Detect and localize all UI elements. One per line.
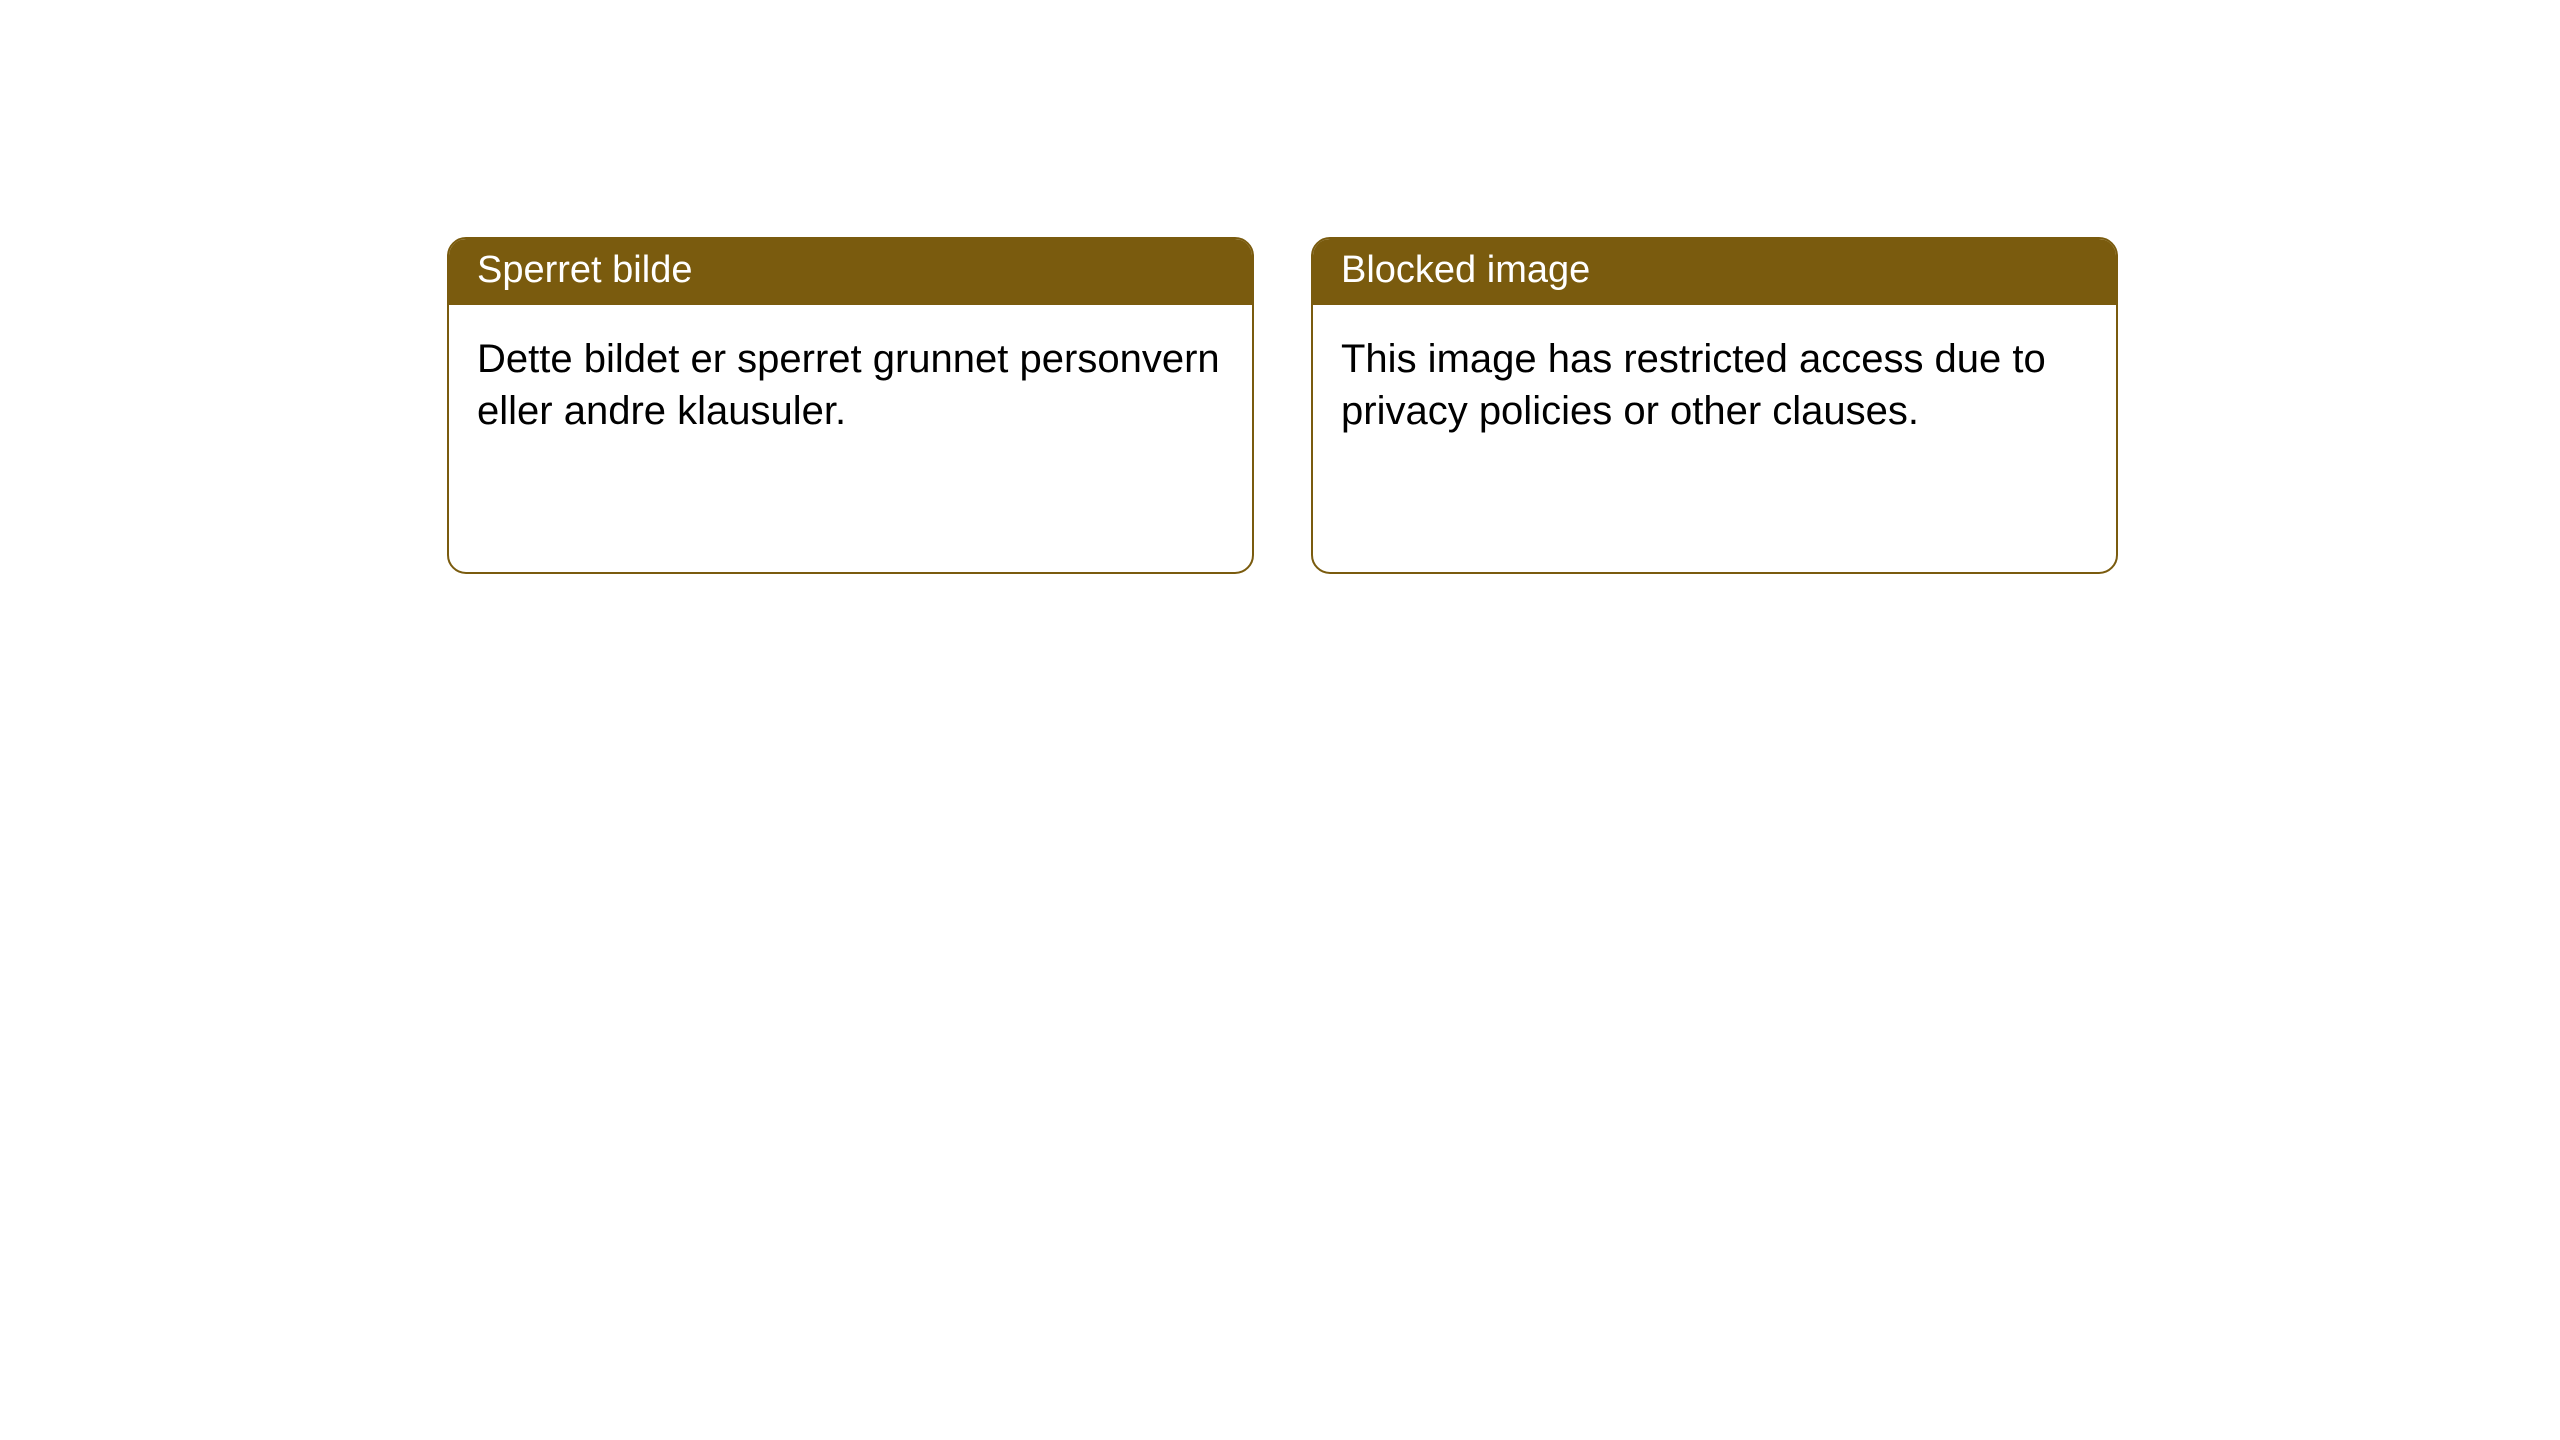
notice-card-english: Blocked image This image has restricted … <box>1311 237 2118 574</box>
notice-card-norwegian: Sperret bilde Dette bildet er sperret gr… <box>447 237 1254 574</box>
notice-header: Blocked image <box>1313 239 2116 305</box>
notice-body: This image has restricted access due to … <box>1313 305 2116 465</box>
notice-container: Sperret bilde Dette bildet er sperret gr… <box>447 237 2118 574</box>
notice-header: Sperret bilde <box>449 239 1252 305</box>
notice-body: Dette bildet er sperret grunnet personve… <box>449 305 1252 465</box>
